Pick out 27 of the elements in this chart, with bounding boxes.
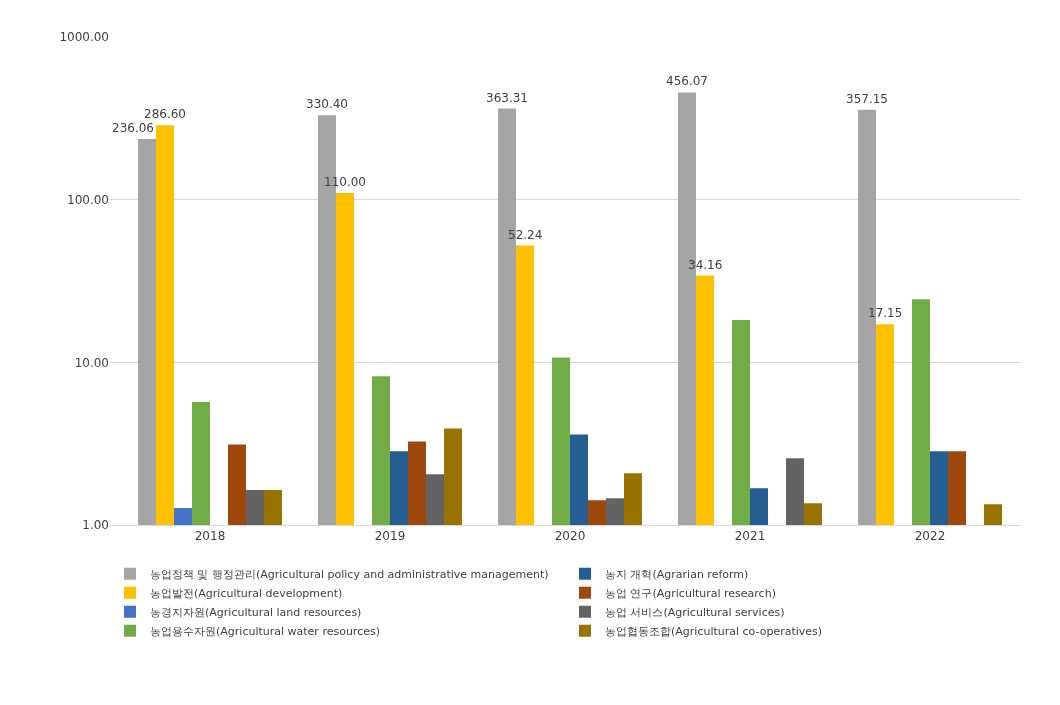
x-tick-label: 2021 (734, 529, 766, 544)
data-label: 17.15 (868, 306, 903, 320)
x-tick-label: 2022 (914, 529, 946, 544)
data-label: 110.00 (324, 175, 366, 189)
legend-label: 농업협동조합(Agricultural co-operatives) (605, 624, 823, 638)
y-tick-label: 100.00 (67, 192, 109, 207)
legend-label: 농업 연구(Agricultural research) (605, 586, 776, 600)
x-tick-label: 2018 (194, 529, 226, 544)
legend-label: 농업발전(Agricultural development) (150, 586, 343, 600)
y-tick-label: 1.00 (82, 518, 109, 533)
data-label: 52.24 (508, 228, 543, 242)
y-tick-label: 1000.00 (59, 30, 109, 45)
legend-label: 농지 개혁(Agrarian reform) (605, 567, 749, 581)
data-label: 357.15 (846, 92, 888, 106)
data-label: 330.40 (306, 97, 348, 111)
legend-label: 농업용수자원(Agricultural water resources) (150, 624, 380, 638)
legend-label: 농경지자원(Agricultural land resources) (150, 605, 362, 619)
x-tick-label: 2020 (554, 529, 586, 544)
data-label: 34.16 (688, 258, 723, 272)
data-label: 456.07 (666, 74, 708, 88)
data-label: 236.06 (112, 121, 154, 135)
data-label: 286.60 (144, 107, 186, 121)
legend-label: 농업 서비스(Agricultural services) (605, 605, 785, 619)
data-label: 363.31 (486, 91, 528, 105)
legend-label: 농업정책 및 행정관리(Agricultural policy and administrative management) (150, 567, 549, 581)
x-tick-label: 2019 (374, 529, 406, 544)
y-tick-label: 10.00 (74, 355, 109, 370)
